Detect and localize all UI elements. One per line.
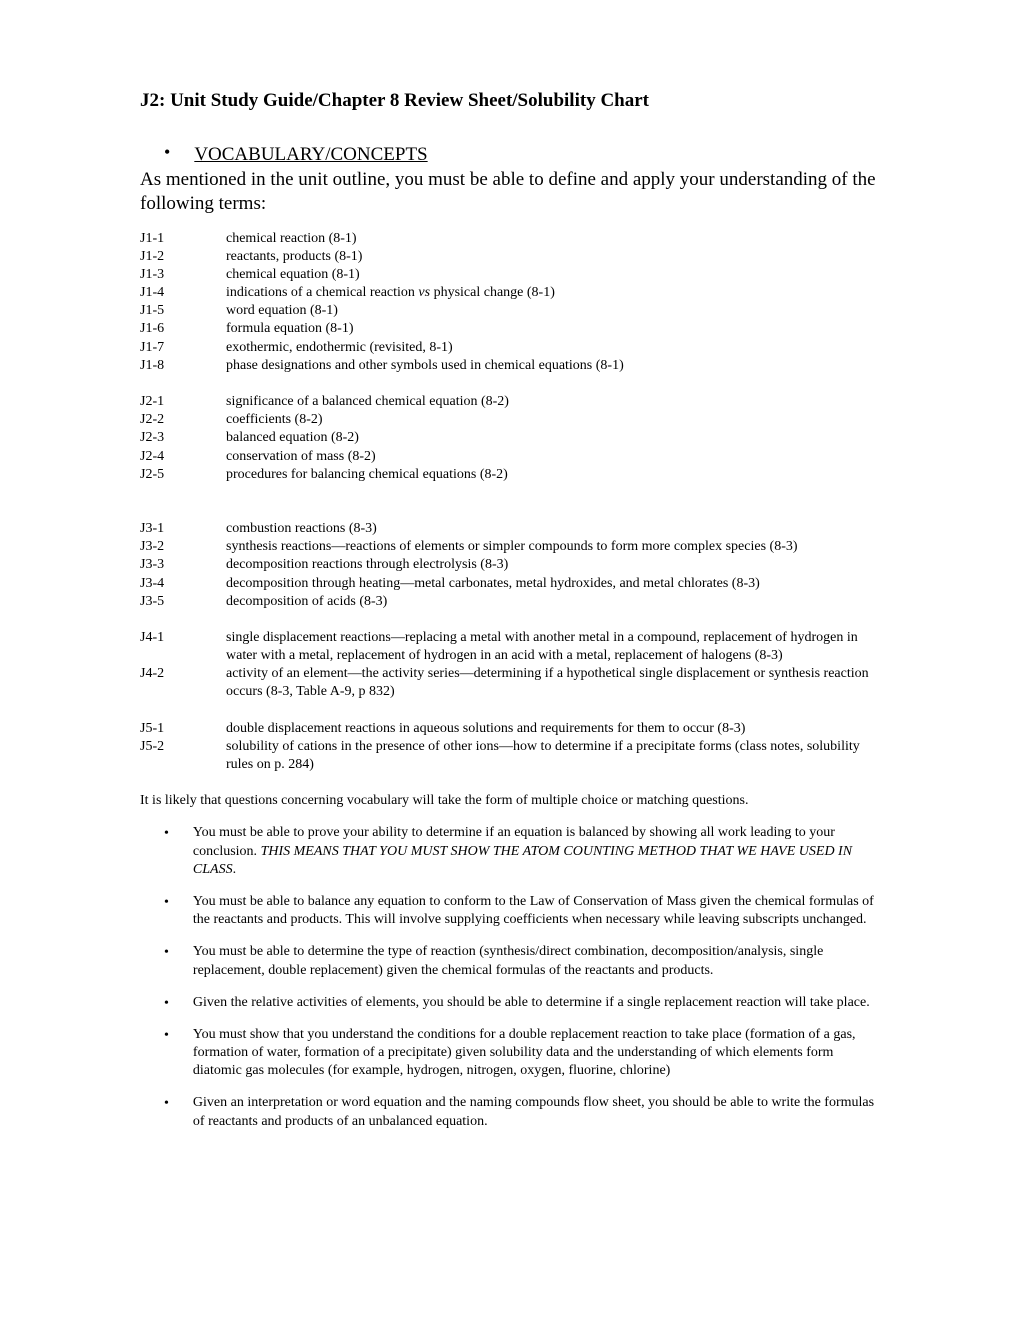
vocab-desc: chemical equation (8-1) — [226, 266, 880, 284]
vocab-desc: indications of a chemical reaction vs ph… — [226, 284, 880, 302]
vocab-code: J4-2 — [140, 665, 226, 701]
vocab-desc: activity of an element—the activity seri… — [226, 665, 880, 701]
vocab-row: J2-4conservation of mass (8-2) — [140, 448, 880, 466]
vocab-desc: word equation (8-1) — [226, 302, 880, 320]
bullet-icon: • — [164, 143, 170, 161]
vocab-desc: solubility of cations in the presence of… — [226, 738, 880, 774]
section-header: • VOCABULARY/CONCEPTS — [140, 144, 880, 166]
vocab-row: J1-1chemical reaction (8-1) — [140, 230, 880, 248]
vocab-code: J2-5 — [140, 466, 226, 484]
skill-item: • You must be able to prove your ability … — [164, 824, 880, 879]
vocab-desc: decomposition through heating—metal carb… — [226, 575, 880, 593]
vocab-desc: phase designations and other symbols use… — [226, 357, 880, 375]
vocab-desc: exothermic, endothermic (revisited, 8-1) — [226, 339, 880, 357]
vocab-desc: conservation of mass (8-2) — [226, 448, 880, 466]
skill-item: • Given the relative activities of elemen… — [164, 994, 880, 1012]
vocab-code: J3-4 — [140, 575, 226, 593]
vocab-desc: decomposition reactions through electrol… — [226, 556, 880, 574]
vocab-code: J1-8 — [140, 357, 226, 375]
vocab-desc: balanced equation (8-2) — [226, 429, 880, 447]
skill-text: Given an interpretation or word equation… — [193, 1094, 880, 1130]
vocab-code: J1-5 — [140, 302, 226, 320]
skill-item: • Given an interpretation or word equatio… — [164, 1094, 880, 1130]
skill-text: You must be able to prove your ability t… — [193, 824, 880, 879]
vocab-desc: formula equation (8-1) — [226, 320, 880, 338]
vocab-desc: single displacement reactions—replacing … — [226, 629, 880, 665]
vocab-desc: synthesis reactions—reactions of element… — [226, 538, 880, 556]
bullet-icon: • — [164, 946, 169, 960]
vocab-desc: significance of a balanced chemical equa… — [226, 393, 880, 411]
vocab-code: J5-1 — [140, 720, 226, 738]
vocab-row: J2-1significance of a balanced chemical … — [140, 393, 880, 411]
vocab-row: J4-1single displacement reactions—replac… — [140, 629, 880, 665]
vocab-code: J1-1 — [140, 230, 226, 248]
vocab-code: J3-2 — [140, 538, 226, 556]
vocab-row: J3-3decomposition reactions through elec… — [140, 556, 880, 574]
vocab-code: J2-3 — [140, 429, 226, 447]
vocab-group: J4-1single displacement reactions—replac… — [140, 629, 880, 702]
vocab-group: J3-1combustion reactions (8-3)J3-2synthe… — [140, 520, 880, 611]
vocab-desc: chemical reaction (8-1) — [226, 230, 880, 248]
vocab-row: J1-8phase designations and other symbols… — [140, 357, 880, 375]
vocab-desc: coefficients (8-2) — [226, 411, 880, 429]
vocab-row: J3-1combustion reactions (8-3) — [140, 520, 880, 538]
vocab-row: J3-5decomposition of acids (8-3) — [140, 593, 880, 611]
skill-item: • You must be able to determine the type … — [164, 943, 880, 979]
note-text: It is likely that questions concerning v… — [140, 792, 880, 810]
section-title: VOCABULARY/CONCEPTS — [194, 144, 427, 166]
vocab-code: J1-2 — [140, 248, 226, 266]
intro-text: As mentioned in the unit outline, you mu… — [140, 168, 880, 216]
vocab-code: J1-6 — [140, 320, 226, 338]
bullet-icon: • — [164, 997, 169, 1011]
vocab-row: J1-2reactants, products (8-1) — [140, 248, 880, 266]
page-title: J2: Unit Study Guide/Chapter 8 Review Sh… — [140, 90, 880, 112]
vocab-row: J1-5word equation (8-1) — [140, 302, 880, 320]
vocab-row: J4-2activity of an element—the activity … — [140, 665, 880, 701]
vocab-code: J2-1 — [140, 393, 226, 411]
vocab-row: J1-6formula equation (8-1) — [140, 320, 880, 338]
vocab-row: J2-5procedures for balancing chemical eq… — [140, 466, 880, 484]
vocab-group: J1-1chemical reaction (8-1)J1-2reactants… — [140, 230, 880, 376]
vocab-row: J2-2coefficients (8-2) — [140, 411, 880, 429]
vocab-row: J1-3chemical equation (8-1) — [140, 266, 880, 284]
skill-text: Given the relative activities of element… — [193, 994, 880, 1012]
skill-text: You must be able to balance any equation… — [193, 893, 880, 929]
vocab-row: J5-2solubility of cations in the presenc… — [140, 738, 880, 774]
vocab-code: J3-3 — [140, 556, 226, 574]
vocab-code: J1-4 — [140, 284, 226, 302]
vocab-container: J1-1chemical reaction (8-1)J1-2reactants… — [140, 230, 880, 775]
vocab-desc: double displacement reactions in aqueous… — [226, 720, 880, 738]
skills-list: • You must be able to prove your ability … — [140, 824, 880, 1130]
vocab-row: J3-4decomposition through heating—metal … — [140, 575, 880, 593]
skill-text: You must be able to determine the type o… — [193, 943, 880, 979]
vocab-code: J2-4 — [140, 448, 226, 466]
vocab-desc: reactants, products (8-1) — [226, 248, 880, 266]
vocab-code: J2-2 — [140, 411, 226, 429]
skill-text: You must show that you understand the co… — [193, 1026, 880, 1081]
vocab-group: J5-1double displacement reactions in aqu… — [140, 720, 880, 775]
vocab-row: J1-7exothermic, endothermic (revisited, … — [140, 339, 880, 357]
vocab-code: J4-1 — [140, 629, 226, 665]
skill-item: • You must be able to balance any equatio… — [164, 893, 880, 929]
vocab-desc: procedures for balancing chemical equati… — [226, 466, 880, 484]
bullet-icon: • — [164, 896, 169, 910]
vocab-code: J5-2 — [140, 738, 226, 774]
skill-item: • You must show that you understand the c… — [164, 1026, 880, 1081]
vocab-desc: decomposition of acids (8-3) — [226, 593, 880, 611]
bullet-icon: • — [164, 827, 169, 841]
vocab-row: J5-1double displacement reactions in aqu… — [140, 720, 880, 738]
bullet-icon: • — [164, 1029, 169, 1043]
vocab-code: J1-7 — [140, 339, 226, 357]
vocab-code: J3-5 — [140, 593, 226, 611]
bullet-icon: • — [164, 1097, 169, 1111]
vocab-code: J1-3 — [140, 266, 226, 284]
vocab-group: J2-1significance of a balanced chemical … — [140, 393, 880, 484]
vocab-code: J3-1 — [140, 520, 226, 538]
vocab-desc: combustion reactions (8-3) — [226, 520, 880, 538]
vocab-row: J3-2synthesis reactions—reactions of ele… — [140, 538, 880, 556]
vocab-row: J2-3balanced equation (8-2) — [140, 429, 880, 447]
vocab-row: J1-4indications of a chemical reaction v… — [140, 284, 880, 302]
